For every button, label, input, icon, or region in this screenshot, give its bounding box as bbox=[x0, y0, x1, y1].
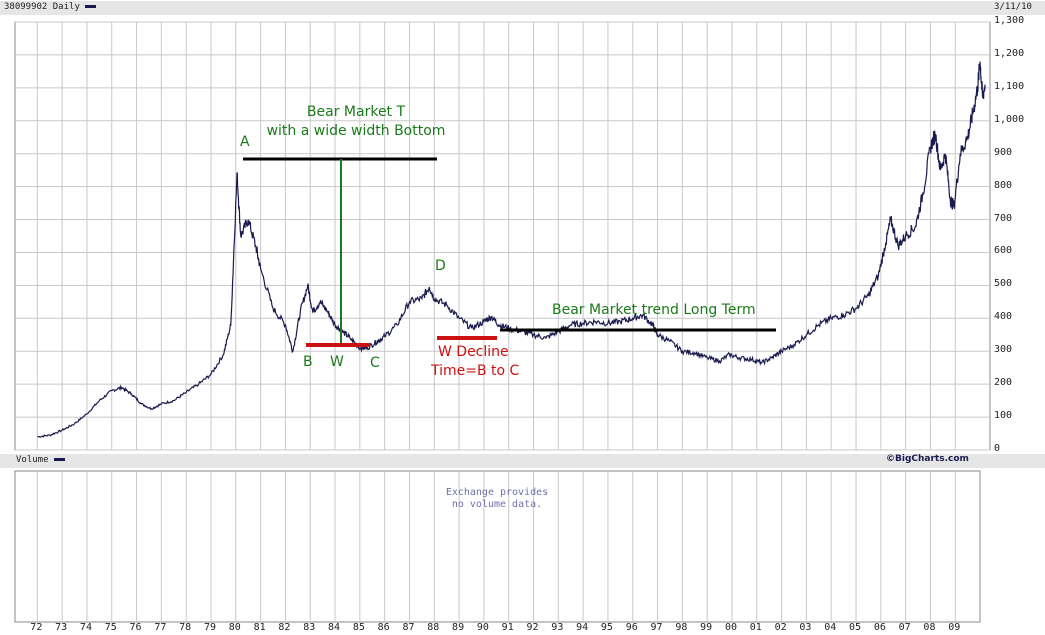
x-tick-label: 94 bbox=[576, 622, 588, 633]
x-tick-label: 07 bbox=[899, 622, 911, 633]
x-tick-label: 88 bbox=[427, 622, 439, 633]
symbol-label: 38099902 Daily bbox=[4, 2, 96, 12]
x-tick-label: 09 bbox=[948, 622, 960, 633]
horizontal-gridlines bbox=[15, 21, 990, 451]
x-tick-label: 04 bbox=[824, 622, 836, 633]
x-tick-label: 98 bbox=[675, 622, 687, 633]
w-decline-text1: W Decline bbox=[438, 344, 509, 360]
bigcharts-brand[interactable]: ©BigCharts.com bbox=[886, 454, 969, 464]
long-term-text: Bear Market trend Long Term bbox=[552, 302, 756, 318]
x-tick-label: 81 bbox=[254, 622, 266, 633]
x-tick-label: 93 bbox=[551, 622, 563, 633]
y-tick-label: 300 bbox=[994, 344, 1013, 356]
y-tick-label: 0 bbox=[994, 443, 1001, 454]
x-tick-label: 84 bbox=[328, 622, 340, 633]
x-tick-label: 82 bbox=[278, 622, 290, 633]
y-tick-label: 1,000 bbox=[994, 113, 1025, 125]
x-tick-label: 99 bbox=[700, 622, 712, 633]
symbol-text: 38099902 Daily bbox=[4, 2, 80, 12]
x-tick-label: 06 bbox=[874, 622, 886, 633]
volume-panel-header: Volume ©BigCharts.com bbox=[0, 454, 1045, 468]
y-tick-label: 100 bbox=[994, 410, 1013, 422]
x-tick-label: 00 bbox=[725, 622, 737, 633]
w-decline-text2: Time=B to C bbox=[430, 363, 520, 379]
x-tick-label: 97 bbox=[651, 622, 663, 633]
date-label: 3/11/10 bbox=[994, 2, 1032, 12]
y-tick-label: 900 bbox=[994, 146, 1013, 158]
x-tick-label: 86 bbox=[378, 622, 390, 633]
volume-notice-line2: no volume data. bbox=[452, 499, 542, 510]
y-tick-label: 800 bbox=[994, 179, 1013, 191]
x-tick-label: 75 bbox=[105, 622, 117, 633]
x-tick-label: 96 bbox=[626, 622, 638, 633]
point-d-label: D bbox=[435, 258, 446, 274]
volume-plot-frame bbox=[14, 470, 981, 623]
x-tick-label: 72 bbox=[30, 622, 42, 633]
x-tick-label: 78 bbox=[179, 622, 191, 633]
x-tick-label: 91 bbox=[502, 622, 514, 633]
y-tick-label: 600 bbox=[994, 245, 1013, 257]
volume-swatch-icon bbox=[53, 458, 65, 461]
x-tick-label: 01 bbox=[750, 622, 762, 633]
x-tick-label: 76 bbox=[130, 622, 142, 633]
x-tick-label: 90 bbox=[477, 622, 489, 633]
point-b-label: B bbox=[303, 354, 313, 370]
volume-text: Volume bbox=[16, 455, 49, 465]
y-tick-label: 700 bbox=[994, 212, 1013, 224]
y-tick-label: 400 bbox=[994, 311, 1013, 323]
point-a-label: A bbox=[240, 134, 250, 150]
x-tick-label: 95 bbox=[601, 622, 613, 633]
volume-notice-line1: Exchange provides bbox=[446, 487, 548, 498]
volume-label: Volume bbox=[16, 455, 65, 465]
x-tick-label: 05 bbox=[849, 622, 861, 633]
x-tick-label: 80 bbox=[229, 622, 241, 633]
y-tick-label: 200 bbox=[994, 377, 1013, 389]
y-tick-label: 1,200 bbox=[994, 47, 1025, 59]
annotations: Bear Market T with a wide width Bottom A… bbox=[240, 104, 776, 379]
x-tick-label: 08 bbox=[923, 622, 935, 633]
price-panel-header: 38099902 Daily 3/11/10 bbox=[0, 1, 1045, 15]
x-tick-label: 83 bbox=[303, 622, 315, 633]
x-tick-label: 79 bbox=[204, 622, 216, 633]
series-swatch-icon bbox=[84, 5, 96, 8]
x-tick-label: 73 bbox=[55, 622, 67, 633]
x-tick-label: 92 bbox=[526, 622, 538, 633]
point-w-label: W bbox=[330, 354, 344, 370]
x-tick-label: 03 bbox=[799, 622, 811, 633]
x-tick-label: 87 bbox=[402, 622, 414, 633]
x-tick-label: 77 bbox=[154, 622, 166, 633]
x-tick-label: 85 bbox=[353, 622, 365, 633]
y-tick-label: 1,100 bbox=[994, 80, 1025, 92]
price-series-line bbox=[37, 61, 986, 438]
x-tick-label: 02 bbox=[775, 622, 787, 633]
point-c-label: C bbox=[370, 355, 380, 371]
x-axis-labels: 72 73 74 75 76 77 78 79 80 81 82 83 84 85 86 87 88 89 90 91… bbox=[30, 622, 960, 633]
y-tick-label: 500 bbox=[994, 278, 1013, 290]
x-tick-label: 89 bbox=[452, 622, 464, 633]
vertical-gridlines bbox=[36, 22, 956, 450]
title-line1: Bear Market T bbox=[307, 104, 406, 120]
x-tick-label: 74 bbox=[80, 622, 92, 633]
y-tick-label: 1,300 bbox=[994, 15, 1025, 26]
volume-vertical-gridlines bbox=[36, 471, 956, 622]
title-line2: with a wide width Bottom bbox=[267, 123, 446, 139]
